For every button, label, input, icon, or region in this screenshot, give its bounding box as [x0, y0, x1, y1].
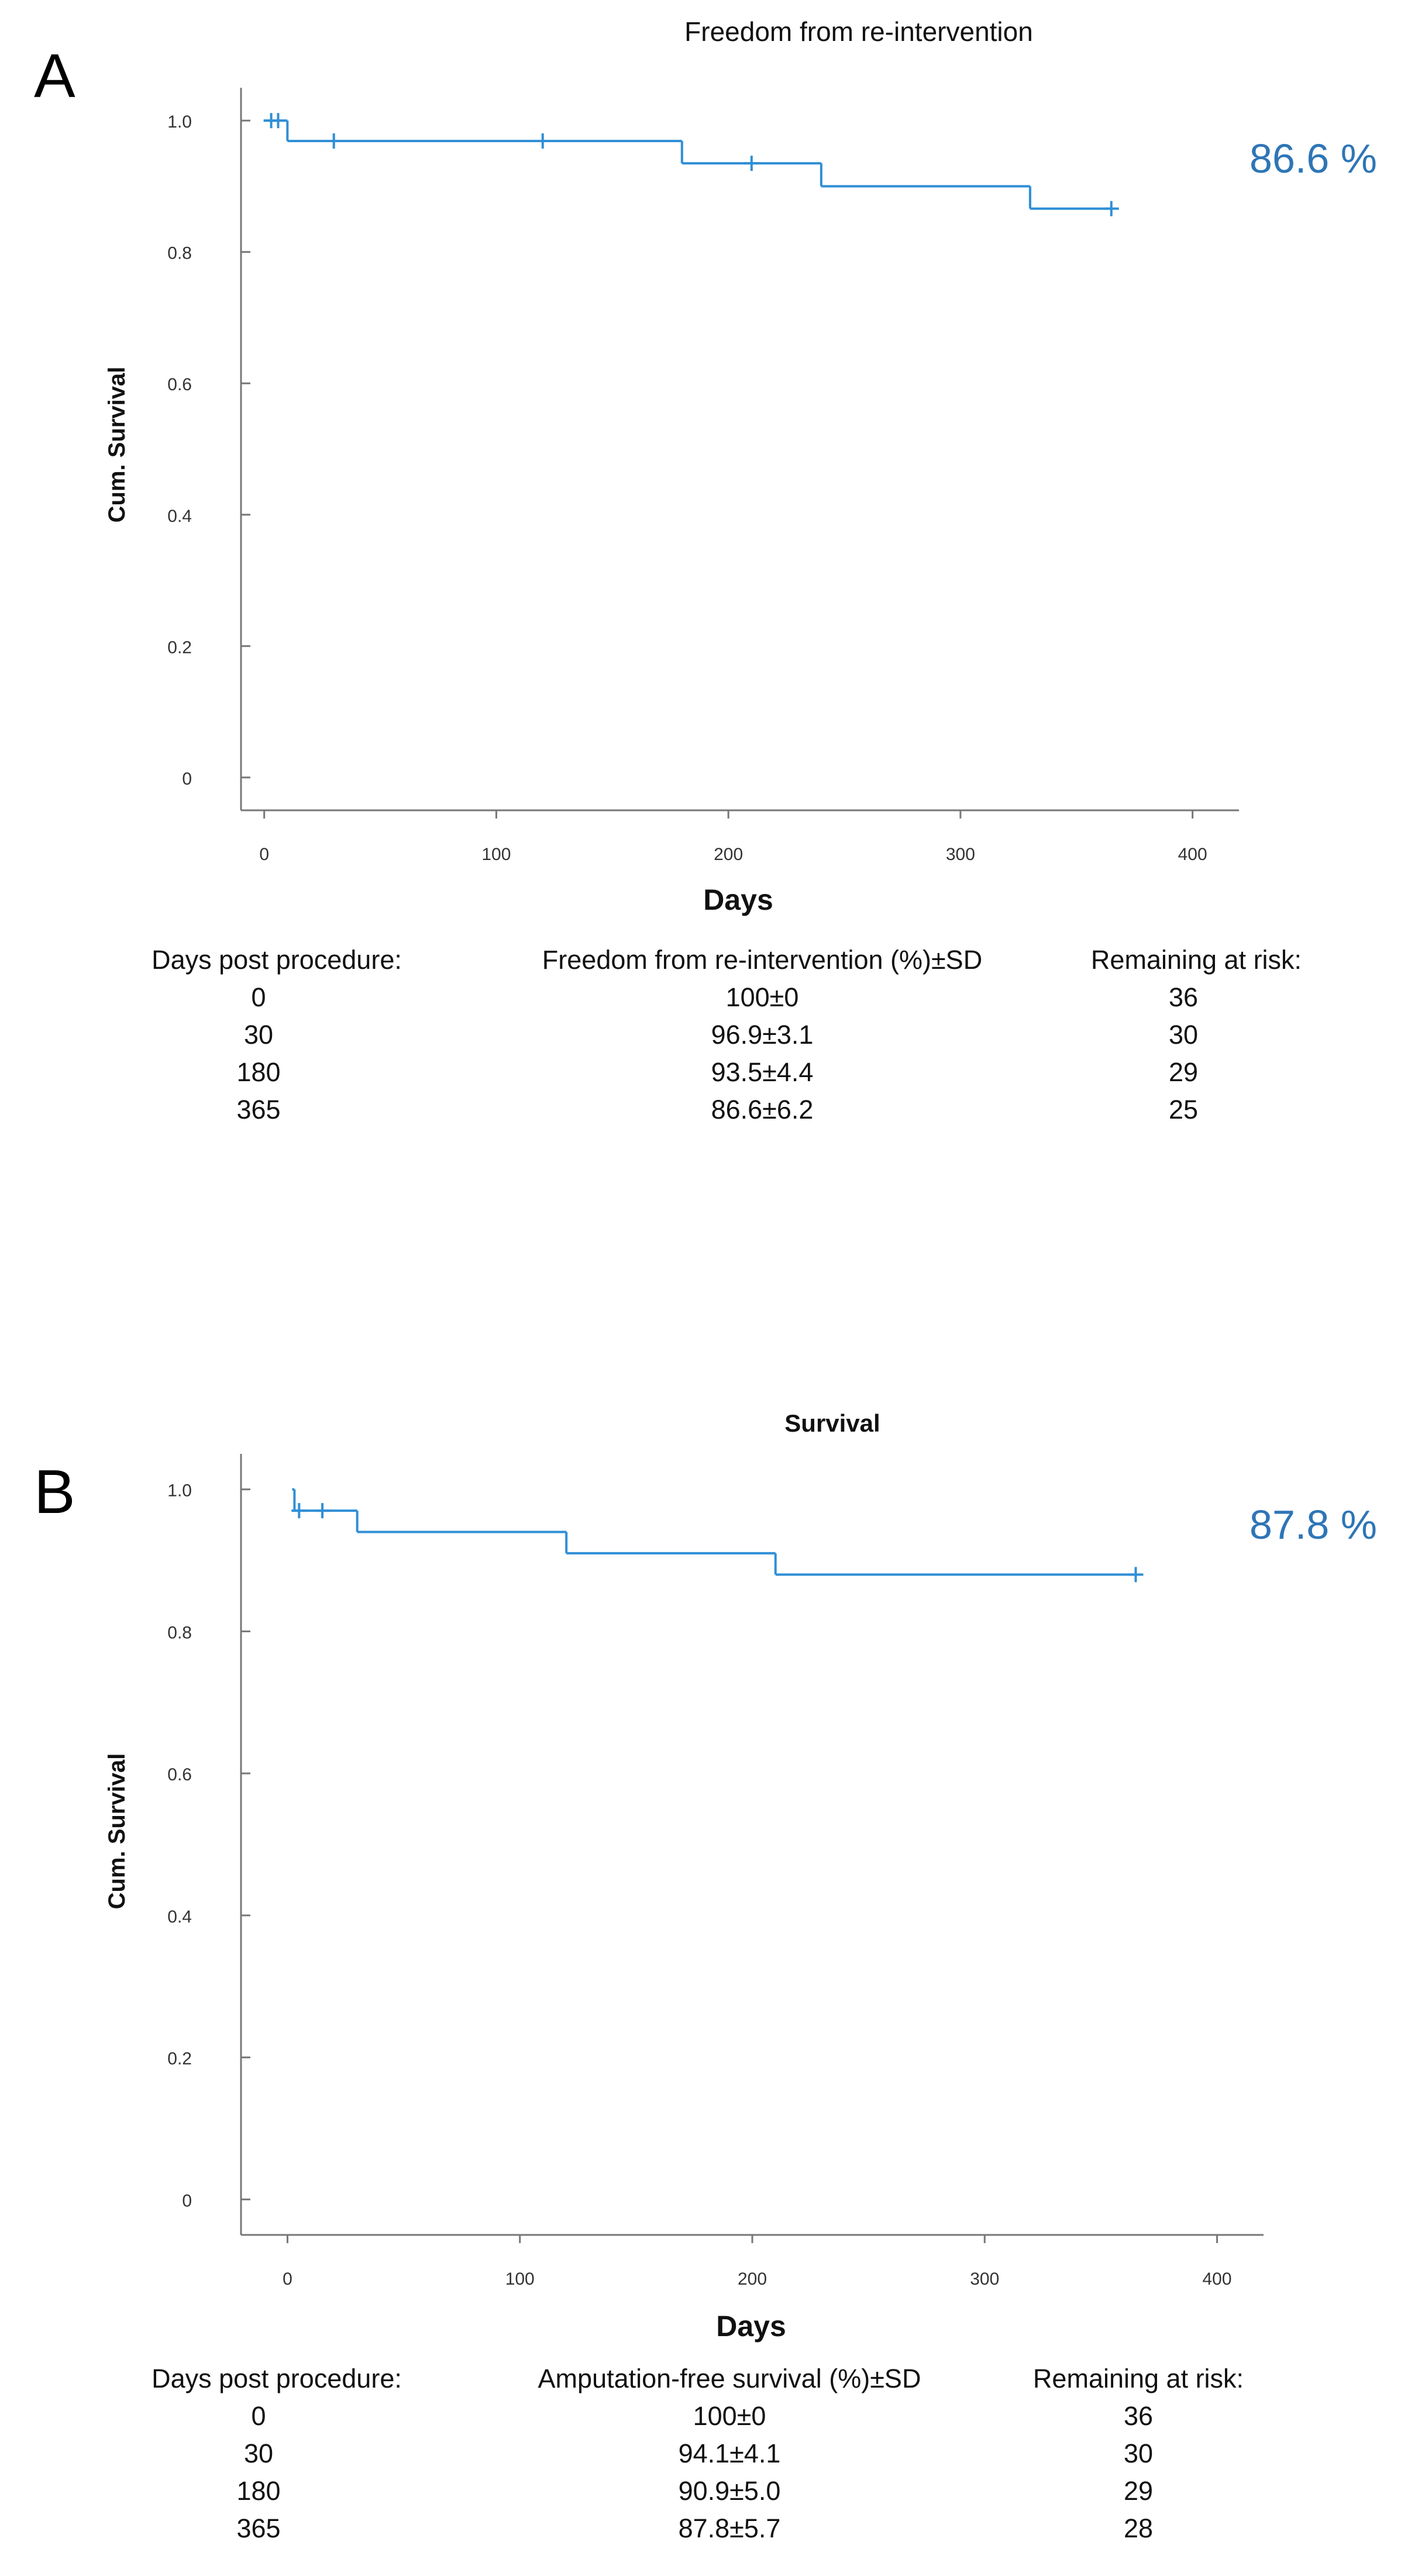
table-row: 0 100±0 36 — [0, 982, 1401, 1020]
table-cell-days: 0 — [251, 982, 266, 1012]
table-cell-value: 87.8±5.7 — [678, 2513, 781, 2543]
table-row: 30 94.1±4.1 30 — [0, 2439, 1401, 2476]
table-cell-at-risk: 30 — [1168, 1020, 1199, 1050]
panel-letter-a: A — [34, 42, 75, 111]
x-tick-label: 200 — [714, 845, 743, 864]
table-cell-days: 180 — [236, 1057, 281, 1087]
table-cell-value: 86.6±6.2 — [711, 1095, 814, 1124]
table-header-days: Days post procedure: — [152, 2364, 402, 2393]
table-cell-days: 365 — [236, 1095, 281, 1124]
censor-mark — [535, 133, 550, 149]
censor-mark — [270, 113, 286, 129]
table-cell-at-risk: 36 — [1168, 982, 1199, 1012]
x-tick-label: 400 — [1203, 2269, 1232, 2289]
table-header-amputation-free: Amputation-free survival (%)±SD — [538, 2364, 921, 2393]
table-cell-value: 100±0 — [725, 982, 799, 1012]
y-tick-label: 0.4 — [167, 1907, 192, 1927]
x-tick-label: 100 — [481, 845, 511, 864]
table-cell-at-risk: 28 — [1123, 2513, 1154, 2543]
table-cell-value: 96.9±3.1 — [711, 1020, 814, 1050]
y-axis-label: Cum. Survival — [104, 367, 130, 523]
panel-b: B 0 0.2 0.4 0.6 0.8 1.0 0 100 200 300 400 Survival D… — [0, 1392, 1401, 2576]
chart-title: Freedom from re-intervention — [684, 16, 1033, 47]
table-row: 180 90.9±5.0 29 — [0, 2476, 1401, 2513]
y-tick-label: 0.4 — [167, 507, 192, 526]
y-tick-label: 0.2 — [167, 2049, 192, 2069]
table-header-at-risk: Remaining at risk: — [1032, 2364, 1244, 2393]
table-cell-value: 93.5±4.4 — [711, 1057, 814, 1087]
y-tick-label: 0.6 — [167, 1765, 192, 1784]
x-tick-label: 300 — [946, 845, 975, 864]
chart-title: Survival — [784, 1409, 880, 1437]
y-tick-label: 0.2 — [167, 638, 192, 657]
x-tick-label: 100 — [505, 2269, 535, 2289]
y-tick-label: 0.6 — [167, 375, 192, 394]
y-tick-label: 0 — [182, 2191, 192, 2210]
x-tick-label: 400 — [1178, 845, 1207, 864]
table-row: 30 96.9±3.1 30 — [0, 1020, 1401, 1057]
table-header-days: Days post procedure: — [152, 945, 402, 975]
table-cell-at-risk: 25 — [1168, 1095, 1199, 1124]
risk-table-b-header: Days post procedure: Amputation-free sur… — [0, 2364, 1401, 2401]
censor-mark — [326, 133, 342, 149]
table-row: 365 87.8±5.7 28 — [0, 2513, 1401, 2551]
table-row: 180 93.5±4.4 29 — [0, 1057, 1401, 1095]
table-cell-at-risk: 36 — [1123, 2401, 1154, 2431]
table-cell-at-risk: 30 — [1123, 2439, 1154, 2468]
panel-a: A 0 0.2 0.4 0.6 0.8 1.0 0 100 200 300 400 Freedom f… — [0, 0, 1401, 1199]
table-cell-days: 0 — [251, 2401, 266, 2431]
y-tick-label: 0.8 — [167, 244, 192, 263]
risk-table-a-header: Days post procedure: Freedom from re-int… — [0, 945, 1401, 982]
y-tick-label: 1.0 — [167, 1481, 192, 1501]
x-tick-label: 0 — [283, 2269, 292, 2289]
y-tick-label: 0 — [182, 769, 192, 789]
x-axis-label: Days — [716, 2310, 786, 2343]
table-cell-days: 365 — [236, 2513, 281, 2543]
x-tick-label: 300 — [970, 2269, 999, 2289]
table-header-freedom: Freedom from re-intervention (%)±SD — [542, 945, 983, 975]
final-survival-label: 87.8 % — [1249, 1502, 1377, 1547]
y-axis-label: Cum. Survival — [104, 1753, 130, 1910]
censor-mark — [743, 156, 759, 171]
x-tick-label: 0 — [259, 845, 269, 864]
x-tick-label: 200 — [738, 2269, 767, 2289]
table-cell-value: 90.9±5.0 — [678, 2476, 781, 2506]
censor-mark — [1128, 1567, 1144, 1583]
km-chart-a: 0 0.2 0.4 0.6 0.8 1.0 0 100 200 300 400 Freedom fro… — [104, 16, 1377, 916]
km-chart-b: 0 0.2 0.4 0.6 0.8 1.0 0 100 200 300 400 Survival Day… — [104, 1409, 1377, 2343]
table-header-at-risk: Remaining at risk: — [1090, 945, 1302, 975]
table-cell-days: 30 — [243, 2439, 274, 2468]
table-cell-value: 100±0 — [693, 2401, 766, 2431]
censor-mark — [291, 1503, 307, 1519]
table-cell-value: 94.1±4.1 — [678, 2439, 781, 2468]
table-cell-days: 180 — [236, 2476, 281, 2506]
final-survival-label: 86.6 % — [1249, 136, 1377, 181]
table-row: 365 86.6±6.2 25 — [0, 1095, 1401, 1132]
table-row: 0 100±0 36 — [0, 2401, 1401, 2439]
y-tick-label: 1.0 — [167, 112, 192, 132]
y-tick-label: 0.8 — [167, 1623, 192, 1642]
risk-table-a: Days post procedure: Freedom from re-int… — [0, 945, 1401, 1132]
risk-table-b: Days post procedure: Amputation-free sur… — [0, 2364, 1401, 2551]
censor-mark — [315, 1503, 331, 1519]
censor-mark — [1103, 201, 1119, 216]
table-cell-at-risk: 29 — [1168, 1057, 1199, 1087]
table-cell-at-risk: 29 — [1123, 2476, 1154, 2506]
table-cell-days: 30 — [243, 1020, 274, 1050]
panel-letter-b: B — [34, 1457, 75, 1526]
x-axis-label: Days — [703, 883, 773, 916]
